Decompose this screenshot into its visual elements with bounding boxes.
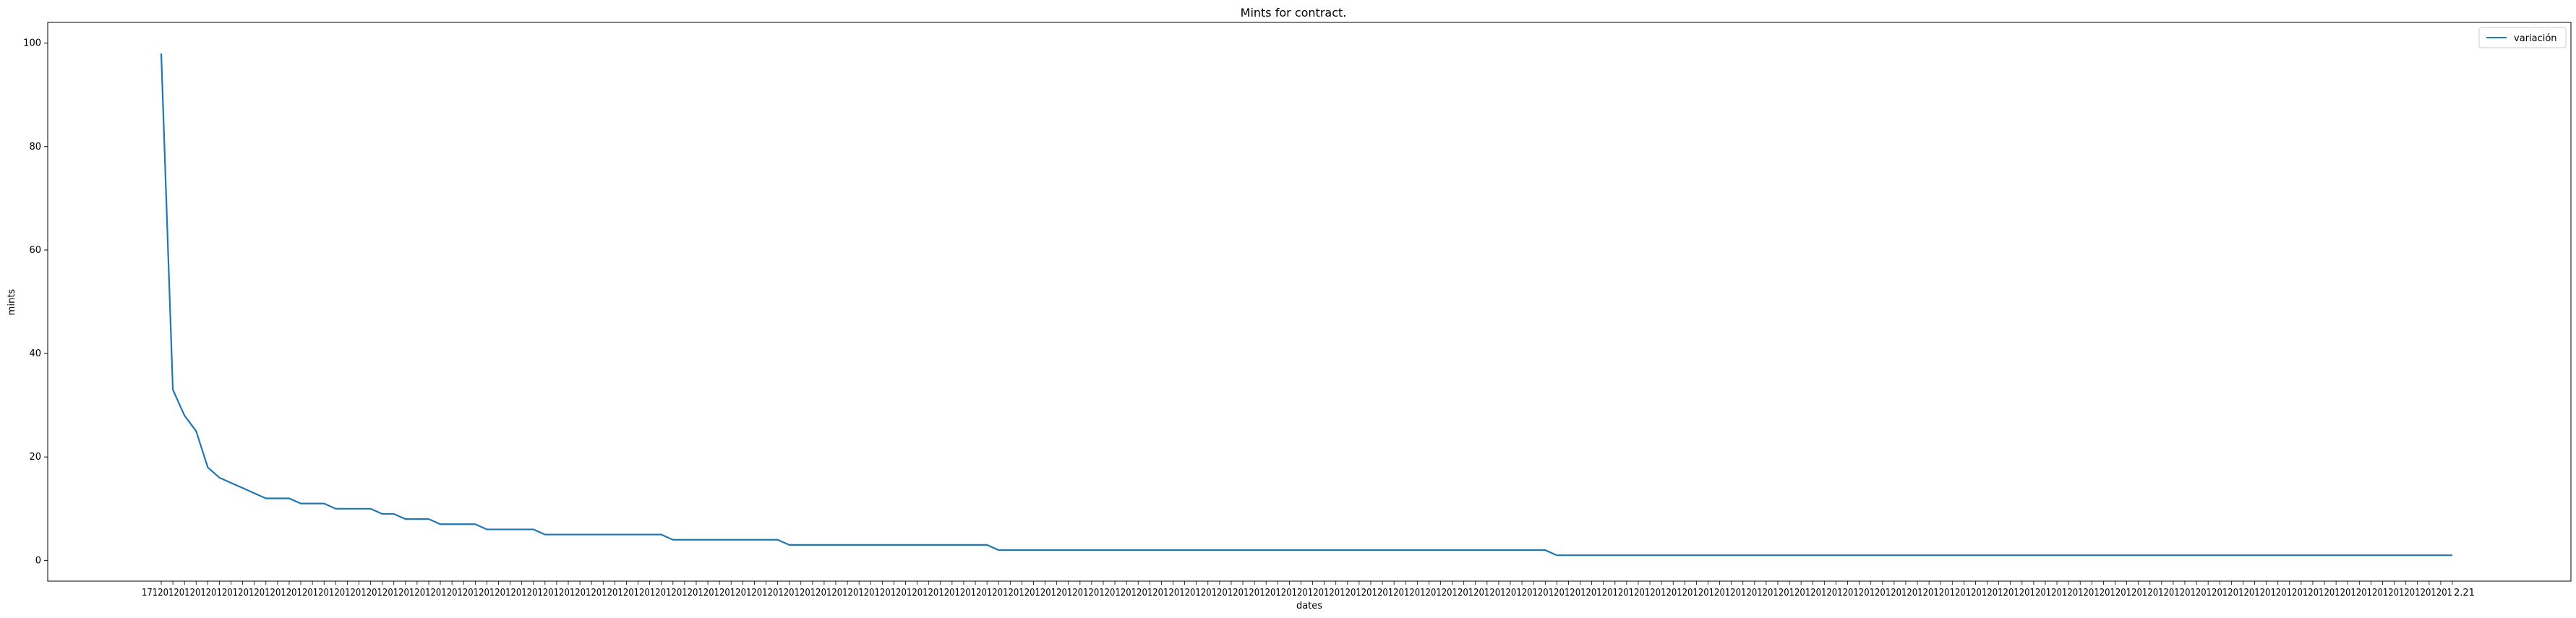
y-tick-label: 100 (23, 38, 41, 49)
legend-box (2478, 27, 2567, 48)
x-tick-labels-overlap: 1712012012012012012012012012012012012012… (142, 588, 2452, 598)
y-tick-label: 60 (29, 245, 41, 256)
legend-entry-label: variación (2514, 33, 2557, 44)
series-layer (160, 53, 2452, 557)
legend: variación (2478, 27, 2567, 48)
y-tick-label: 40 (29, 348, 41, 359)
x-axis-label: dates (1296, 601, 1322, 611)
y-tick-label: 0 (35, 555, 41, 566)
series-line-variacion (160, 53, 2452, 557)
y-tick-label: 80 (29, 142, 41, 153)
y-axis-label: mints (7, 289, 17, 316)
plot-area-frame (47, 22, 2572, 582)
y-tick-label: 20 (29, 452, 41, 463)
x-axis: 1712012012012012012012012012012012012012… (142, 581, 2475, 598)
y-axis: 0 20 40 60 80 100 (23, 38, 48, 566)
x-tick-label-last: 2.21 (2454, 588, 2475, 598)
chart-title: Mints for contract. (1241, 6, 1347, 20)
